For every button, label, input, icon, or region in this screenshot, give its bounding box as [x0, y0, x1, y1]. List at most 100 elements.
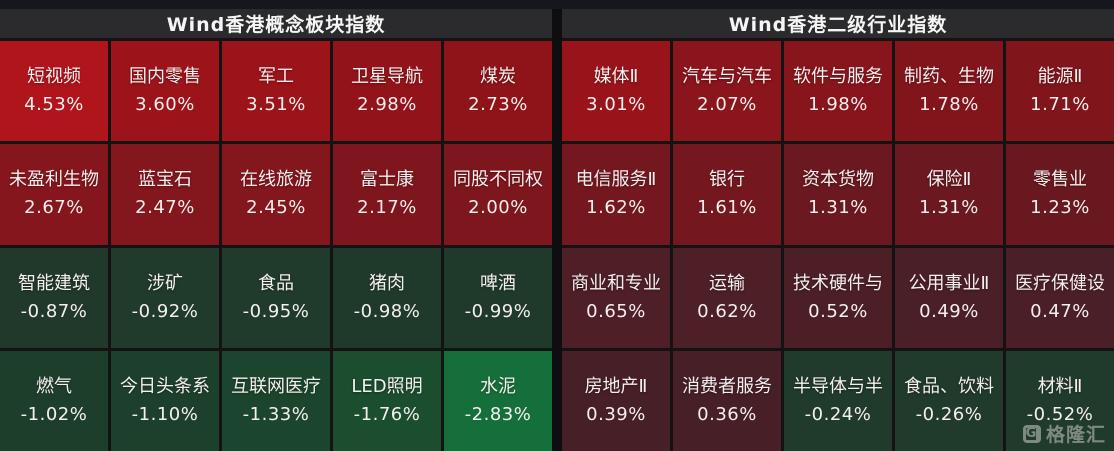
sector-name: 燃气 [36, 375, 72, 397]
sector-change-value: -0.99% [464, 300, 532, 322]
sector-name: 银行 [709, 169, 745, 191]
heatmap-cell[interactable]: 消费者服务 0.36% [673, 350, 781, 451]
sector-name: 互联网医疗 [231, 375, 321, 397]
heatmap-cell[interactable]: 啤酒 -0.99% [444, 247, 552, 348]
heatmap-cell[interactable]: 智能建筑 -0.87% [0, 247, 108, 348]
sector-name: 媒体Ⅱ [593, 66, 639, 88]
sector-change-value: 2.73% [468, 94, 528, 116]
sector-change-value: -0.52% [1026, 403, 1094, 425]
sector-name: 在线旅游 [240, 169, 312, 191]
heatmap-cell[interactable]: 短视频 4.53% [0, 41, 108, 142]
sector-change-value: 0.65% [586, 300, 646, 322]
sector-change-value: 2.17% [357, 197, 417, 219]
heatmap-cell[interactable]: 房地产Ⅱ 0.39% [562, 350, 670, 451]
heatmap-cell[interactable]: 零售业 1.23% [1006, 144, 1114, 245]
sector-name: 猪肉 [369, 272, 405, 294]
heatmap-cell[interactable]: 汽车与汽车 2.07% [673, 41, 781, 142]
sector-name: 今日头条系 [120, 375, 210, 397]
sector-change-value: -1.10% [131, 403, 199, 425]
sector-change-value: -1.76% [353, 403, 421, 425]
sector-name: 零售业 [1033, 169, 1087, 191]
sector-change-value: 2.00% [468, 197, 528, 219]
gelonghui-brand-text: 格隆汇 [1045, 424, 1106, 446]
heatmap-cell[interactable]: 煤炭 2.73% [444, 41, 552, 142]
panels-row: Wind香港概念板块指数 短视频 4.53% 国内零售 3.60% 军工 3.5… [0, 9, 1114, 451]
heatmap-cell[interactable]: 电信服务Ⅱ 1.62% [562, 144, 670, 245]
sector-name: 半导体与半 [793, 375, 883, 397]
gelonghui-logo-icon: G [1022, 424, 1041, 443]
sector-name: 食品、饮料 [904, 375, 994, 397]
heatmap-cell[interactable]: 同股不同权 2.00% [444, 144, 552, 245]
sector-name: 能源Ⅱ [1037, 66, 1083, 88]
heatmap-cell[interactable]: 军工 3.51% [222, 41, 330, 142]
sector-name: 商业和专业 [571, 272, 661, 294]
heatmap-cell[interactable]: 猪肉 -0.98% [333, 247, 441, 348]
sector-change-value: 3.51% [246, 94, 306, 116]
sector-change-value: 1.23% [1030, 197, 1090, 219]
sector-name: 技术硬件与 [793, 272, 883, 294]
sector-name: 电信服务Ⅱ [575, 169, 657, 191]
heatmap-cell[interactable]: 食品、饮料 -0.26% [895, 350, 1003, 451]
sector-change-value: 1.98% [808, 94, 868, 116]
sector-change-value: 0.49% [919, 300, 979, 322]
heatmap-cell[interactable]: 富士康 2.17% [333, 144, 441, 245]
sector-name: 短视频 [27, 66, 81, 88]
sector-change-value: 1.62% [586, 197, 646, 219]
heatmap-cell[interactable]: 燃气 -1.02% [0, 350, 108, 451]
sector-name: 公用事业Ⅱ [908, 272, 990, 294]
concept-heatmap-grid: 短视频 4.53% 国内零售 3.60% 军工 3.51% 卫星导航 2.98%… [0, 38, 552, 451]
sector-name: 未盈利生物 [9, 169, 99, 191]
sector-change-value: 4.53% [24, 94, 84, 116]
sector-change-value: 2.67% [24, 197, 84, 219]
top-strip [0, 0, 1114, 9]
industry-index-panel: Wind香港二级行业指数 媒体Ⅱ 3.01% 汽车与汽车 2.07% 软件与服务… [562, 9, 1114, 451]
heatmap-cell[interactable]: 媒体Ⅱ 3.01% [562, 41, 670, 142]
sector-change-value: -0.26% [915, 403, 983, 425]
sector-name: 水泥 [480, 375, 516, 397]
sector-name: 啤酒 [480, 272, 516, 294]
sector-change-value: -1.02% [20, 403, 88, 425]
sector-name: 医疗保健设 [1015, 272, 1105, 294]
heatmap-cell[interactable]: 今日头条系 -1.10% [111, 350, 219, 451]
sector-change-value: -0.98% [353, 300, 421, 322]
heatmap-cell[interactable]: 半导体与半 -0.24% [784, 350, 892, 451]
heatmap-cell[interactable]: 蓝宝石 2.47% [111, 144, 219, 245]
heatmap-cell[interactable]: 国内零售 3.60% [111, 41, 219, 142]
sector-name: 软件与服务 [793, 66, 883, 88]
heatmap-cell[interactable]: 在线旅游 2.45% [222, 144, 330, 245]
heatmap-cell[interactable]: LED照明 -1.76% [333, 350, 441, 451]
sector-change-value: -0.95% [242, 300, 310, 322]
sector-name: 资本货物 [802, 169, 874, 191]
sector-change-value: 1.71% [1030, 94, 1090, 116]
sector-name: LED照明 [351, 375, 423, 397]
industry-panel-title: Wind香港二级行业指数 [562, 9, 1114, 38]
heatmap-cell[interactable]: 医疗保健设 0.47% [1006, 247, 1114, 348]
sector-change-value: -0.92% [131, 300, 199, 322]
heatmap-cell[interactable]: 涉矿 -0.92% [111, 247, 219, 348]
concept-index-panel: Wind香港概念板块指数 短视频 4.53% 国内零售 3.60% 军工 3.5… [0, 9, 552, 451]
heatmap-cell[interactable]: 公用事业Ⅱ 0.49% [895, 247, 1003, 348]
sector-change-value: 2.47% [135, 197, 195, 219]
heatmap-cell[interactable]: 保险Ⅱ 1.31% [895, 144, 1003, 245]
heatmap-cell[interactable]: 资本货物 1.31% [784, 144, 892, 245]
heatmap-cell[interactable]: 技术硬件与 0.52% [784, 247, 892, 348]
heatmap-cell[interactable]: 银行 1.61% [673, 144, 781, 245]
heatmap-cell[interactable]: 食品 -0.95% [222, 247, 330, 348]
heatmap-cell[interactable]: 卫星导航 2.98% [333, 41, 441, 142]
heatmap-cell[interactable]: 能源Ⅱ 1.71% [1006, 41, 1114, 142]
heatmap-cell[interactable]: 软件与服务 1.98% [784, 41, 892, 142]
heatmap-cell[interactable]: 制药、生物 1.78% [895, 41, 1003, 142]
sector-name: 制药、生物 [904, 66, 994, 88]
heatmap-cell[interactable]: 互联网医疗 -1.33% [222, 350, 330, 451]
sector-change-value: 0.52% [808, 300, 868, 322]
sector-change-value: 2.07% [697, 94, 757, 116]
industry-heatmap-grid: 媒体Ⅱ 3.01% 汽车与汽车 2.07% 软件与服务 1.98% 制药、生物 … [562, 38, 1114, 451]
heatmap-cell[interactable]: 商业和专业 0.65% [562, 247, 670, 348]
sector-name: 汽车与汽车 [682, 66, 772, 88]
heatmap-cell[interactable]: 水泥 -2.83% [444, 350, 552, 451]
sector-change-value: 2.98% [357, 94, 417, 116]
sector-name: 材料Ⅱ [1037, 375, 1083, 397]
heatmap-cell[interactable]: 未盈利生物 2.67% [0, 144, 108, 245]
heatmap-cell[interactable]: 运输 0.62% [673, 247, 781, 348]
